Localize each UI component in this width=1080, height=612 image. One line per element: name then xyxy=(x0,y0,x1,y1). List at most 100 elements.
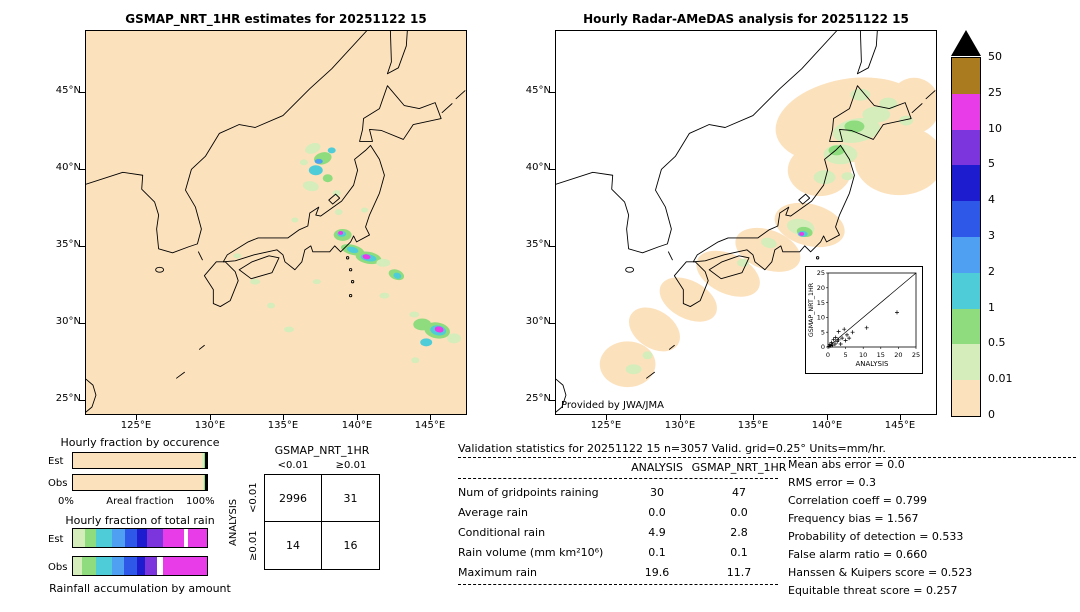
inset-y-tick: 15 xyxy=(817,299,825,307)
bar-segment xyxy=(95,529,112,547)
inset-x-tick: 15 xyxy=(877,351,885,359)
bar-segment xyxy=(202,475,205,490)
occurrence-title: Hourly fraction by occurence xyxy=(60,436,220,449)
precip-blob xyxy=(267,302,276,309)
inset-point xyxy=(843,338,848,343)
bar-segment xyxy=(145,557,158,575)
precip-patch xyxy=(841,172,854,181)
stats-value-analysis: 0.1 xyxy=(648,545,666,559)
bar-segment xyxy=(125,529,138,547)
precip-patch xyxy=(899,115,914,126)
inset-point xyxy=(831,337,836,342)
stats-col-header-gsmap: GSMAP_NRT_1HR xyxy=(691,461,787,474)
metric-line: RMS error = 0.3 xyxy=(788,476,876,489)
precip-patch xyxy=(737,258,749,267)
total-rain-footer: Rainfall accumulation by amount xyxy=(49,582,231,595)
lon-tick-label: 125°E xyxy=(590,420,622,431)
occurrence-bar-est xyxy=(72,452,208,469)
lat-tick-label: 40°N xyxy=(55,162,81,173)
precip-blob xyxy=(308,165,323,176)
colorbar-level-label: 5 xyxy=(988,157,995,171)
total-rain-bar-obs xyxy=(72,556,208,576)
inset-point xyxy=(850,330,855,335)
bar-segment xyxy=(73,529,86,547)
precip-patch xyxy=(599,341,656,388)
stats-value-analysis: 19.6 xyxy=(644,565,670,579)
lon-tick-label: 140°E xyxy=(811,420,843,431)
left-precip-layer xyxy=(233,142,462,364)
stats-col-header-spacer xyxy=(458,461,626,474)
inset-y-tick: 20 xyxy=(817,284,825,292)
left-coastline xyxy=(86,31,466,413)
colorbar-overflow-triangle xyxy=(951,30,981,56)
precip-blob xyxy=(334,209,343,216)
lat-tick-label: 30°N xyxy=(55,316,81,327)
bar-segment xyxy=(111,557,124,575)
precip-blob xyxy=(233,253,242,259)
colorbar-level-label: 3 xyxy=(988,229,995,242)
bar-segment xyxy=(137,529,147,547)
lon-tick-mark xyxy=(753,415,754,420)
lon-tick-mark xyxy=(357,415,358,420)
precip-patch xyxy=(854,125,936,196)
inset-y-tick: 10 xyxy=(817,314,825,322)
colorbar-cell xyxy=(952,308,980,345)
precip-blob xyxy=(379,292,390,299)
stats-row-label: Conditional rain xyxy=(458,525,546,539)
bar-segment xyxy=(123,557,138,575)
stats-value-gsmap: 47 xyxy=(732,485,746,499)
lat-tick-mark xyxy=(550,92,555,93)
occurrence-obs-label: Obs xyxy=(48,478,68,489)
lon-tick-label: 135°E xyxy=(737,420,769,431)
total-rain-title: Hourly fraction of total rain xyxy=(65,514,215,527)
bar-segment xyxy=(85,529,96,547)
precip-patch xyxy=(625,364,642,375)
stats-divider-top xyxy=(458,457,1076,458)
inset-x-tick: 20 xyxy=(894,351,902,359)
inset-point xyxy=(838,342,843,346)
inset-point xyxy=(833,342,837,346)
colorbar-cell xyxy=(952,272,980,309)
lon-tick-label: 125°E xyxy=(120,420,152,431)
contingency-row-header-0: <0.01 xyxy=(248,482,259,514)
stats-col-header-analysis: ANALYSIS xyxy=(631,461,683,474)
precip-blob xyxy=(376,258,391,267)
stats-row: Average rain 0.0 0.0 xyxy=(458,502,790,522)
stats-divider-bottom xyxy=(458,584,778,585)
lon-tick-mark xyxy=(680,415,681,420)
inset-point xyxy=(840,336,845,341)
precip-blob xyxy=(305,142,321,154)
precip-blob xyxy=(327,147,336,154)
total-rain-est-label: Est xyxy=(48,534,64,545)
stats-row: Maximum rain 19.6 11.7 xyxy=(458,562,790,582)
contingency-cell: 16 xyxy=(343,539,358,552)
lat-tick-mark xyxy=(80,92,85,93)
inset-xlabel: ANALYSIS xyxy=(855,360,889,368)
precip-blob xyxy=(411,357,420,364)
lat-tick-mark xyxy=(550,400,555,401)
contingency-title: GSMAP_NRT_1HR xyxy=(274,444,370,457)
precip-blob xyxy=(314,158,323,164)
total-rain-obs-label: Obs xyxy=(48,562,68,573)
lat-tick-mark xyxy=(550,246,555,247)
precip-blob xyxy=(362,254,371,260)
inset-x-tick: 0 xyxy=(826,351,830,359)
precip-blob xyxy=(338,230,344,235)
bar-segment xyxy=(201,453,204,468)
stats-value-gsmap: 2.8 xyxy=(730,525,748,539)
left-map-svg xyxy=(85,30,467,415)
precip-blob xyxy=(361,207,369,213)
stats-rows: Num of gridpoints raining 30 47 Average rai… xyxy=(458,482,790,582)
colorbar-level-label: 0.5 xyxy=(988,336,1006,350)
contingency-cells: 2996 31 14 16 xyxy=(264,474,380,570)
colorbar-cell xyxy=(952,165,980,202)
inset-point xyxy=(833,335,838,340)
precip-patch xyxy=(844,120,865,133)
lon-tick-label: 130°E xyxy=(664,420,696,431)
inset-x-tick: 25 xyxy=(912,351,920,359)
metric-line: Mean abs error = 0.0 xyxy=(788,458,905,471)
precip-blob xyxy=(250,278,261,285)
colorbar-level-label: 1 xyxy=(988,300,995,314)
inset-point xyxy=(836,329,841,334)
stats-metrics: Mean abs error = 0.0 RMS error = 0.3 Corre… xyxy=(788,458,972,602)
